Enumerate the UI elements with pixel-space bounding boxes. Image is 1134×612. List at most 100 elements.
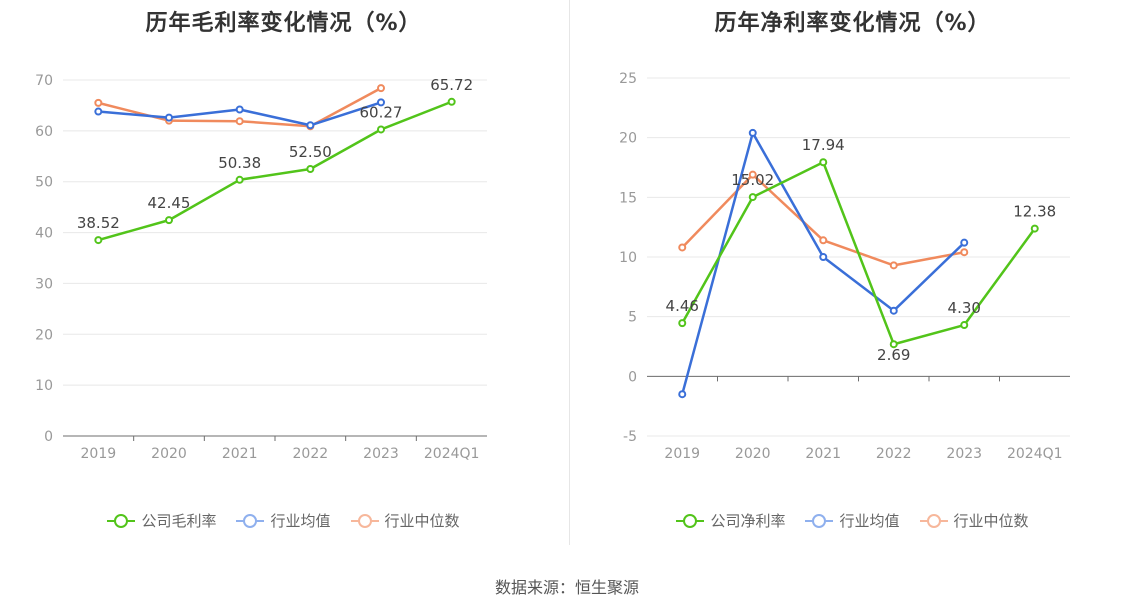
legend-label: 行业中位数 xyxy=(384,512,460,530)
data-point-industry-avg xyxy=(748,128,757,137)
data-point-industry-median xyxy=(235,117,244,126)
x-tick-label: 2021 xyxy=(805,446,841,462)
legend-label: 行业中位数 xyxy=(953,512,1029,530)
data-point-industry-median xyxy=(819,236,828,245)
legend-item-industry-avg[interactable]: 行业均值 xyxy=(236,510,331,531)
legend-item-company-net[interactable]: 公司净利率 xyxy=(676,510,785,531)
legend-line-marker-icon xyxy=(676,513,705,528)
data-label: 15.02 xyxy=(731,171,774,189)
data-label: 4.46 xyxy=(666,297,699,315)
data-point-company xyxy=(447,97,456,106)
y-tick-label: 0 xyxy=(44,429,53,445)
data-label: 60.27 xyxy=(360,103,403,121)
y-tick-label: 40 xyxy=(35,226,53,242)
x-tick-label: 2023 xyxy=(946,446,982,462)
data-point-industry-avg xyxy=(94,107,103,116)
y-tick-label: 30 xyxy=(35,276,53,292)
data-point-industry-median xyxy=(889,261,898,270)
data-point-company xyxy=(678,319,687,328)
data-point-company xyxy=(748,193,757,202)
net-margin-chart: -5 0 5 10 15 20 25 2019 2020 2021 2022 2023 2024Q1 4.… xyxy=(619,71,1070,462)
legend-line-marker-icon xyxy=(236,513,265,528)
data-point-company xyxy=(960,321,969,330)
data-point-industry-avg xyxy=(165,113,173,122)
data-label: 52.50 xyxy=(289,143,332,161)
gross-margin-chart: 0 10 20 30 40 50 60 70 2019 2020 2021 2022 2023 2024Q… xyxy=(35,73,487,462)
legend-label: 行业均值 xyxy=(839,512,900,530)
series-line-company xyxy=(97,100,453,242)
data-point-company xyxy=(889,340,898,349)
x-tick-label: 2022 xyxy=(293,446,329,462)
x-tick-label: 2019 xyxy=(664,446,700,462)
data-point-company xyxy=(306,165,315,173)
data-point-industry-avg xyxy=(889,306,898,315)
data-point-company xyxy=(819,158,828,167)
x-tick-label: 2024Q1 xyxy=(1007,446,1063,462)
data-point-industry-median xyxy=(748,170,757,179)
x-tick-label: 2022 xyxy=(876,446,912,462)
x-tick-label: 2024Q1 xyxy=(424,446,480,462)
panel-divider xyxy=(569,0,570,545)
x-tick-label: 2021 xyxy=(222,446,258,462)
data-point-industry-avg xyxy=(306,121,315,130)
y-tick-label: 60 xyxy=(35,124,53,140)
data-point-industry-median xyxy=(678,243,687,252)
legend-line-marker-icon xyxy=(350,513,379,528)
data-point-company xyxy=(235,175,244,184)
net-margin-chart-panel: 历年净利率变化情况（%） -5 0 5 10 15 20 25 2019 2020 2021 202… xyxy=(571,0,1134,560)
data-label: 4.30 xyxy=(948,299,981,317)
data-point-industry-avg xyxy=(678,390,687,399)
x-tick-label: 2023 xyxy=(363,446,399,462)
y-tick-label: 0 xyxy=(628,369,637,385)
data-point-industry-avg xyxy=(960,238,969,247)
data-label: 42.45 xyxy=(148,194,191,212)
data-point-company xyxy=(1030,224,1039,233)
legend-label: 行业均值 xyxy=(270,512,331,530)
y-tick-label: -5 xyxy=(623,429,637,445)
data-point-industry-avg xyxy=(819,253,828,261)
legend-line-marker-icon xyxy=(107,513,136,528)
legend-item-company-gross[interactable]: 公司毛利率 xyxy=(107,510,216,531)
legend-item-industry-avg[interactable]: 行业均值 xyxy=(805,510,900,531)
legend-line-marker-icon xyxy=(919,513,948,528)
x-tick-label: 2020 xyxy=(735,446,771,462)
data-point-industry-median xyxy=(377,84,385,93)
y-tick-label: 10 xyxy=(35,378,53,394)
legend-line-marker-icon xyxy=(805,513,834,528)
y-tick-label: 5 xyxy=(628,310,637,326)
data-point-industry-median xyxy=(94,98,103,107)
legend-item-industry-median[interactable]: 行业中位数 xyxy=(350,510,460,531)
legend-label: 公司毛利率 xyxy=(141,512,217,530)
net-margin-legend: 公司净利率 行业均值 行业中位数 xyxy=(571,510,1134,531)
data-label: 50.38 xyxy=(218,154,261,172)
y-tick-label: 70 xyxy=(35,73,53,89)
data-point-company xyxy=(165,216,173,225)
data-point-industry-median xyxy=(960,248,969,257)
legend-item-industry-median[interactable]: 行业中位数 xyxy=(919,510,1029,531)
data-point-company xyxy=(377,125,385,134)
data-point-company xyxy=(94,236,103,245)
y-tick-label: 20 xyxy=(35,327,53,343)
x-tick-label: 2019 xyxy=(81,446,117,462)
series-line-industry-avg xyxy=(681,131,966,395)
data-point-industry-avg xyxy=(235,105,244,114)
y-tick-label: 20 xyxy=(619,131,637,147)
series-line-industry-median xyxy=(681,173,965,267)
data-label: 12.38 xyxy=(1013,203,1056,221)
x-tick-label: 2020 xyxy=(151,446,187,462)
y-tick-label: 15 xyxy=(619,190,637,206)
gross-margin-legend: 公司毛利率 行业均值 行业中位数 xyxy=(0,510,567,531)
y-tick-label: 10 xyxy=(619,250,637,266)
y-tick-label: 50 xyxy=(35,175,53,191)
legend-label: 公司净利率 xyxy=(710,512,786,530)
data-point-industry-avg xyxy=(377,98,385,107)
series-line-company xyxy=(681,160,1036,346)
data-label: 17.94 xyxy=(802,136,845,154)
chart-title-net-margin: 历年净利率变化情况（%） xyxy=(714,11,991,36)
data-label: 65.72 xyxy=(430,76,473,94)
data-label: 38.52 xyxy=(77,214,120,232)
gross-margin-chart-panel: 历年毛利率变化情况（%） 0 10 20 30 40 50 60 70 2019 2020 2021… xyxy=(0,0,567,560)
y-tick-label: 25 xyxy=(619,71,637,87)
chart-title-gross-margin: 历年毛利率变化情况（%） xyxy=(145,11,422,36)
data-source-note: 数据来源：恒生聚源 xyxy=(494,578,639,597)
